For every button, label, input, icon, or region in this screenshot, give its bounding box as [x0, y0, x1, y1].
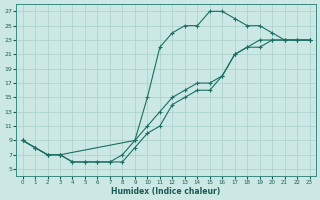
X-axis label: Humidex (Indice chaleur): Humidex (Indice chaleur)	[111, 187, 221, 196]
